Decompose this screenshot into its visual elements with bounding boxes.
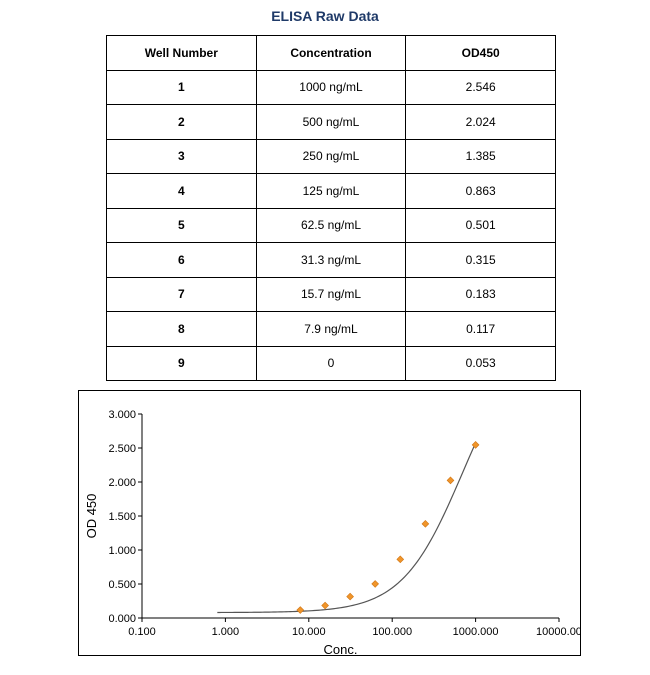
y-tick-label: 0.500 [108,579,136,591]
table-row: 3 250 ng/mL 1.385 [106,138,556,174]
data-point [371,580,380,588]
table-row: 5 62.5 ng/mL 0.501 [106,207,556,243]
well-number-cell: 3 [106,138,257,174]
header-od450: OD450 [405,35,556,71]
od450-cell: 0.501 [405,207,556,243]
data-point [446,476,455,485]
x-axis-title: Conc. [324,642,358,655]
concentration-cell: 0 [255,345,407,381]
header-well-number: Well Number [106,35,257,71]
table-header-row: Well Number Concentration OD450 [106,35,556,71]
well-number-cell: 1 [106,69,257,105]
concentration-cell: 31.3 ng/mL [255,242,407,278]
data-point [321,601,329,610]
x-tick-label: 10.000 [292,626,326,638]
well-number-cell: 9 [106,345,257,381]
concentration-cell: 250 ng/mL [255,138,407,174]
y-tick-label: 0.000 [108,613,136,625]
chart-frame: 0.000 0.500 1.000 1.500 2.000 2.500 3.000 0.100… [78,390,581,656]
concentration-cell: 62.5 ng/mL [255,207,407,243]
table-row: 9 0 0.053 [106,345,556,381]
concentration-cell: 500 ng/mL [255,104,407,140]
data-point [346,592,354,601]
x-tick-label: 1000.000 [453,626,499,638]
table-row: 8 7.9 ng/mL 0.117 [106,311,556,347]
table-row: 2 500 ng/mL 2.024 [106,104,556,140]
od450-cell: 0.315 [405,242,556,278]
concentration-cell: 15.7 ng/mL [255,276,407,312]
well-number-cell: 8 [106,311,257,347]
od450-cell: 0.117 [405,311,556,347]
table-row: 7 15.7 ng/mL 0.183 [106,276,556,312]
header-concentration: Concentration [255,35,407,71]
table-row: 6 31.3 ng/mL 0.315 [106,242,556,278]
od450-cell: 1.385 [405,138,556,174]
table-row: 4 125 ng/mL 0.863 [106,173,556,209]
od450-cell: 2.546 [405,69,556,105]
concentration-cell: 7.9 ng/mL [255,311,407,347]
x-tick-label: 1.000 [212,626,240,638]
data-point [421,519,430,528]
well-number-cell: 5 [106,207,257,243]
x-tick-label: 10000.00 [536,626,580,638]
fit-curve-line [217,442,477,614]
od450-cell: 2.024 [405,104,556,140]
concentration-cell: 1000 ng/mL [255,69,407,105]
well-number-cell: 2 [106,104,257,140]
y-tick-label: 1.000 [108,545,136,557]
x-tick-label: 0.100 [128,626,156,638]
page-title: ELISA Raw Data [271,8,379,24]
y-tick-label: 2.000 [108,477,136,489]
concentration-cell: 125 ng/mL [255,173,407,209]
od450-cell: 0.183 [405,276,556,312]
x-tick-label: 100.000 [372,626,412,638]
data-point [471,441,480,449]
y-tick-label: 1.500 [108,511,136,523]
elisa-data-table: Well Number Concentration OD450 1 1000 n… [106,35,556,381]
table-row: 1 1000 ng/mL 2.546 [106,69,556,105]
well-number-cell: 4 [106,173,257,209]
od450-cell: 0.053 [405,345,556,381]
y-axis-title: OD 450 [84,494,99,539]
y-tick-label: 2.500 [108,443,136,455]
od450-cell: 0.863 [405,173,556,209]
y-tick-label: 3.000 [108,409,136,421]
well-number-cell: 6 [106,242,257,278]
standard-curve-chart: 0.000 0.500 1.000 1.500 2.000 2.500 3.000 0.100… [84,409,580,655]
data-point [396,555,405,564]
data-point [296,606,305,614]
well-number-cell: 7 [106,276,257,312]
